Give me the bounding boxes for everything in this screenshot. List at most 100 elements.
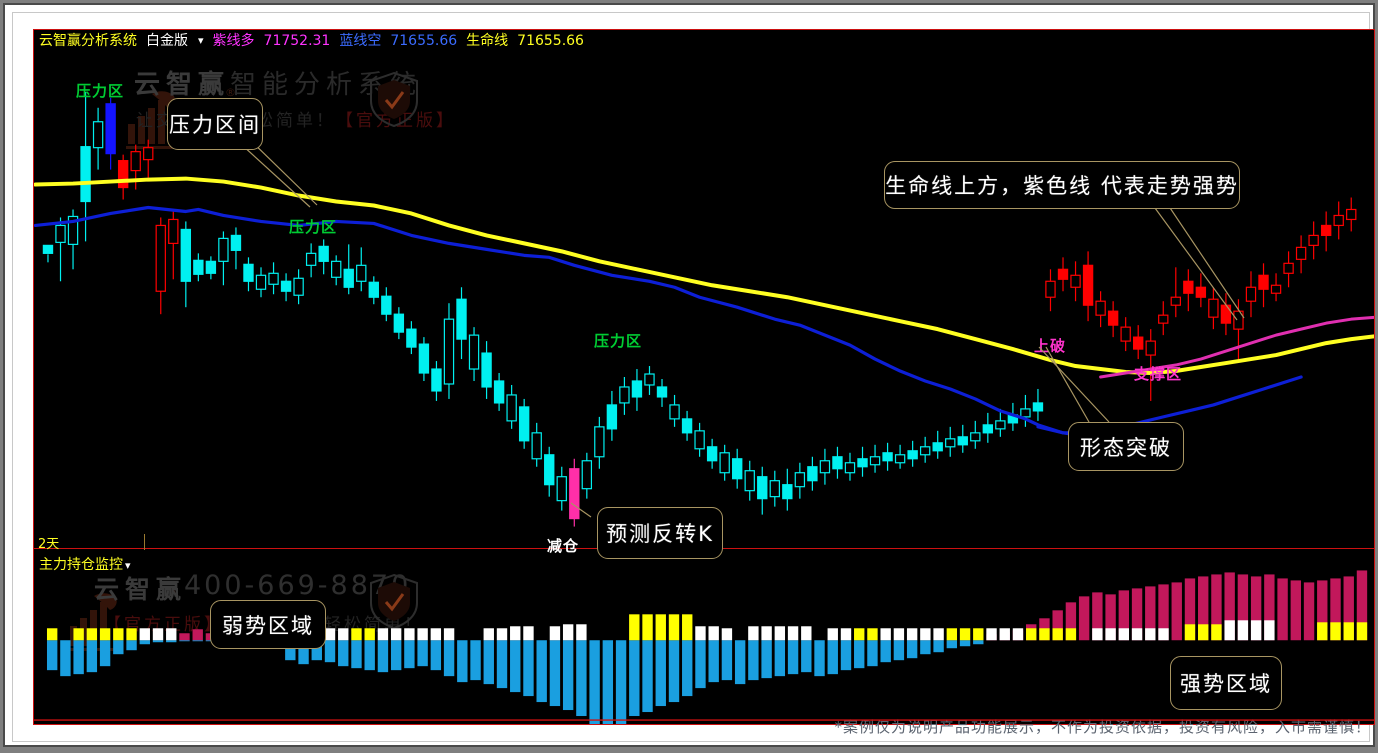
hist-bar-cap-yellow — [1184, 624, 1196, 641]
hist-bar-weak — [734, 640, 746, 685]
hist-bar-strong — [1145, 586, 1156, 641]
app-title: 云智赢分析系统 — [39, 33, 137, 49]
candle-body-up-hollow — [1245, 286, 1257, 302]
hist-bar-weak — [642, 640, 653, 713]
candle-body-down-hollow — [844, 462, 856, 474]
hist-bar-cap-yellow — [867, 628, 878, 641]
sub-panel-title[interactable]: 主力持仓监控 ▾ — [39, 554, 131, 574]
candle-body-down-solid — [982, 424, 994, 434]
hist-bar-strong — [1356, 570, 1368, 641]
callout-pressure-range: 压力区间 — [167, 98, 263, 150]
tag-break-up: 上破 — [1034, 337, 1067, 355]
hist-bar-strong — [1343, 576, 1354, 641]
hist-bar-weak — [562, 640, 574, 711]
hist-bar-cap-white — [510, 626, 521, 641]
candle-body-down-hollow — [694, 430, 705, 450]
hist-bar-weak — [496, 640, 508, 689]
hist-bar-cap-yellow — [1343, 622, 1354, 641]
hist-bar-cap-white — [801, 626, 812, 641]
hist-bar-cap-white — [748, 626, 759, 641]
hist-bar-cap-yellow — [642, 614, 653, 641]
hist-bar-cap-white — [920, 628, 931, 641]
hist-bar-cap-white — [840, 628, 852, 641]
hist-bar-weak — [946, 640, 958, 649]
hist-bar-strong — [1052, 610, 1063, 641]
hist-bar-strong — [1211, 574, 1222, 641]
lifeline-value: 71655.66 — [517, 33, 584, 49]
candle-body-up-hollow — [1270, 284, 1282, 294]
hist-bar-cap-white — [1264, 620, 1275, 641]
candle-body-down-solid — [681, 418, 693, 434]
hist-bar-cap-white — [166, 628, 177, 641]
hist-bar-cap-white — [787, 626, 799, 641]
hist-bar-cap-white — [377, 628, 389, 641]
hist-bar-weak — [668, 640, 680, 703]
hist-bar-weak — [483, 640, 494, 685]
blue-line-value: 71655.66 — [390, 33, 458, 49]
hist-bar-cap-yellow — [946, 628, 958, 641]
hist-bar-cap-white — [827, 628, 838, 641]
indicator-histogram-series — [34, 570, 1374, 724]
chevron-down-icon-sub[interactable]: ▾ — [125, 559, 131, 572]
callout-strong-zone: 强势区域 — [1170, 656, 1282, 710]
candle-body-down-solid — [932, 442, 943, 452]
chart-header-bar[interactable]: 云智赢分析系统 白金版 ▾ 紫线多 71752.31 蓝线空 71655.66 … — [34, 30, 1374, 52]
candle-body-down-hollow — [744, 470, 755, 492]
hist-bar-strong — [1184, 578, 1196, 641]
hist-bar-cap-yellow — [126, 628, 137, 641]
hist-bar-weak — [549, 640, 561, 707]
hist-bar-strong — [1317, 580, 1328, 641]
tag-pressure-zone-3: 压力区 — [594, 332, 643, 350]
hist-bar-cap-white — [390, 628, 402, 641]
window-frame: ® 云智赢智能分析系统 让交易更加轻松简单！【官方正版】 — [3, 3, 1375, 747]
candle-body-down-solid — [368, 281, 379, 298]
hist-bar-cap-white — [562, 624, 574, 641]
hist-bar-strong — [1237, 574, 1249, 641]
candle-body-down-hollow — [819, 460, 831, 474]
hist-bar-weak — [589, 640, 600, 724]
hist-bar-cap-white — [1224, 620, 1235, 641]
period-label[interactable]: 2天 — [38, 537, 60, 552]
callout-pattern-breakout: 形态突破 — [1068, 422, 1184, 471]
hist-bar-weak — [523, 640, 534, 697]
candle-body-down-solid — [1032, 402, 1044, 412]
lifeline-label: 生命线 — [466, 33, 509, 49]
candle-body-up-hollow — [1346, 208, 1357, 221]
chevron-down-icon[interactable]: ▾ — [198, 34, 204, 47]
hist-bar-cap-white — [1145, 628, 1156, 641]
hist-bar-cap-white — [774, 626, 786, 641]
candle-body-down-solid — [732, 458, 743, 480]
hist-bar-weak — [973, 640, 984, 645]
blue-line-label: 蓝线空 — [339, 33, 382, 49]
hist-bar-cap-yellow — [668, 614, 680, 641]
hist-bar-cap-white — [523, 626, 534, 641]
hist-bar-strong — [1290, 580, 1302, 641]
hist-bar-weak — [99, 640, 111, 667]
hist-bar-cap-yellow — [1039, 628, 1050, 641]
candle-body-down-solid — [807, 466, 818, 482]
candle-body-down-hollow — [255, 274, 267, 290]
candle-body-up-hollow — [155, 224, 166, 292]
hist-bar-cap-white — [761, 626, 772, 641]
candle-body-up-solid — [1082, 264, 1094, 306]
candle-body-down-hollow — [894, 454, 906, 464]
candle-body-down-solid — [957, 436, 968, 446]
hist-bar-cap-white — [549, 626, 561, 641]
chart-area[interactable]: ® 云智赢智能分析系统 让交易更加轻松简单！【官方正版】 — [33, 29, 1375, 725]
hist-bar-cap-yellow — [364, 628, 375, 641]
candle-body-down-hollow — [356, 264, 367, 282]
candle-body-down-solid — [631, 380, 643, 398]
hist-bar-weak — [351, 640, 362, 669]
purple-line-label: 紫线多 — [212, 33, 255, 49]
hist-bar-strong — [1330, 578, 1341, 641]
hist-bar-weak — [364, 640, 375, 671]
hist-bar-weak — [536, 640, 547, 703]
hist-bar-cap-white — [417, 628, 428, 641]
candle-body-down-hollow — [443, 318, 455, 385]
hist-bar-weak — [576, 640, 587, 717]
candle-body-down-hollow — [531, 432, 542, 460]
hist-bar-cap-white — [1131, 628, 1143, 641]
candle-body-up-solid — [117, 160, 129, 189]
candle-body-up-solid — [105, 103, 116, 155]
tag-reduce-position: 减仓 — [547, 537, 580, 555]
